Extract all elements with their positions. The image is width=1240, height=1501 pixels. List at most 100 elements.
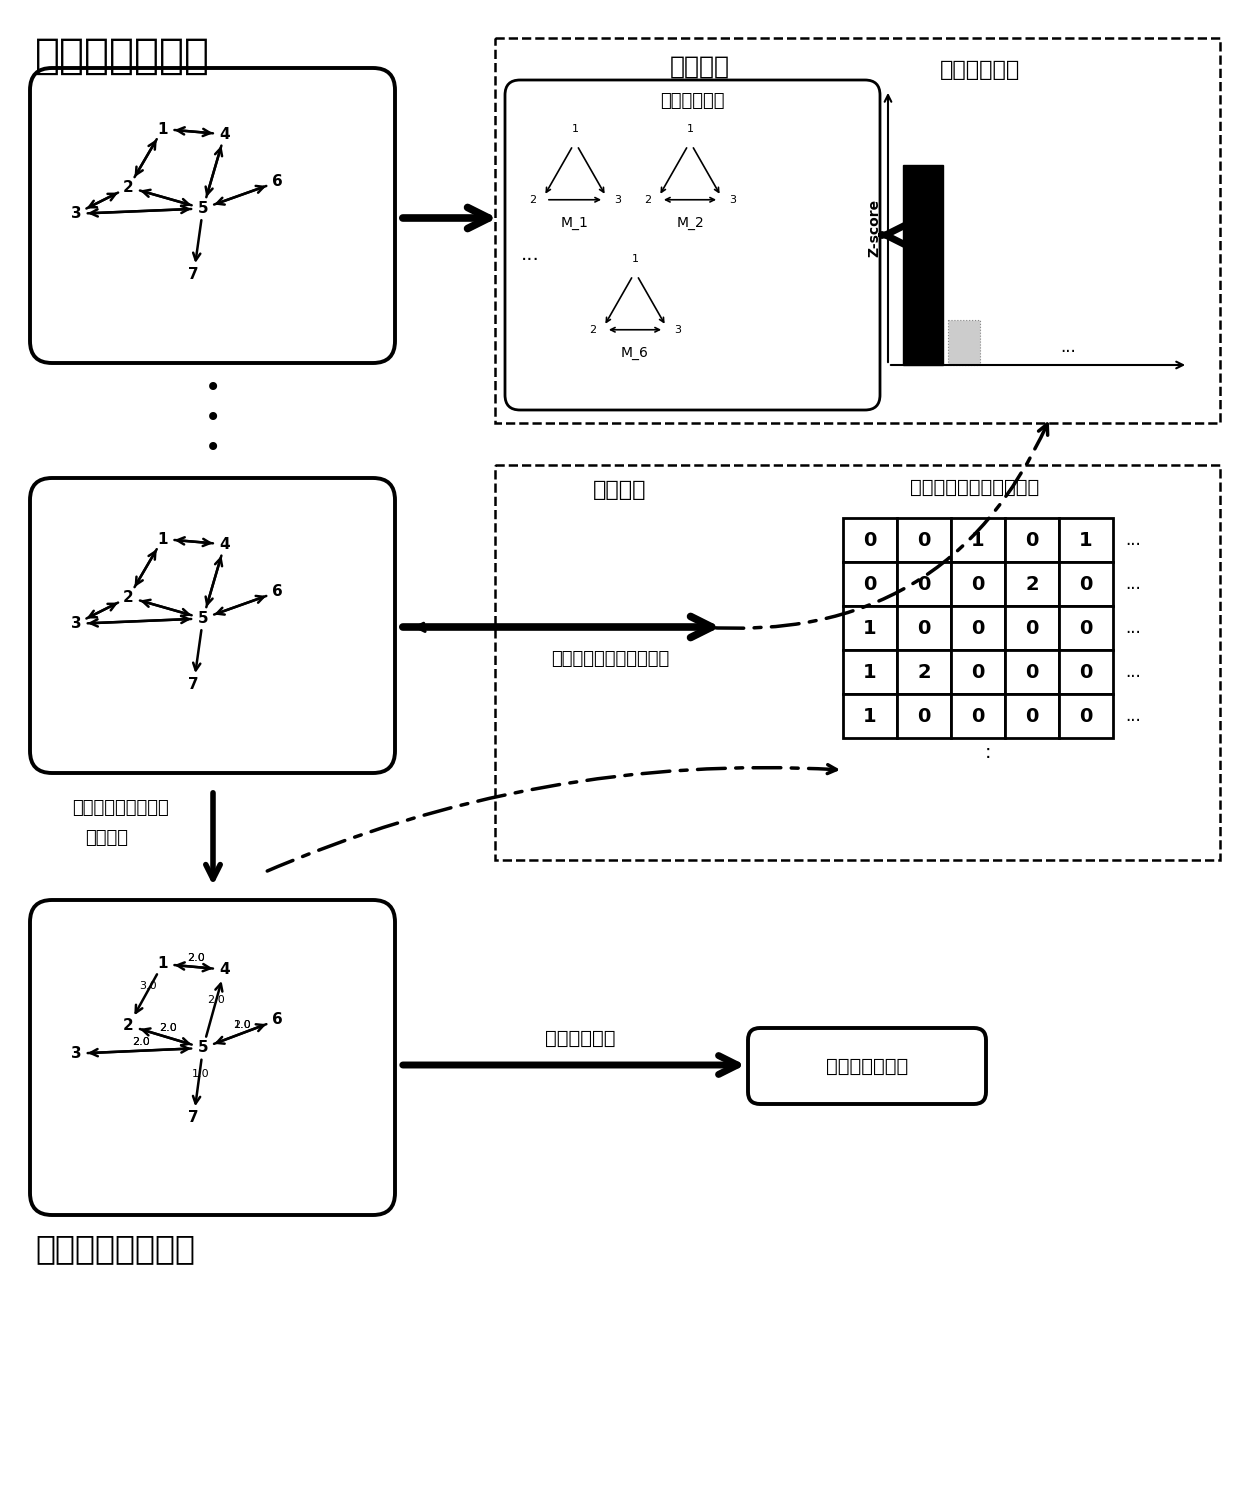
Text: 0: 0 [971, 618, 985, 638]
Text: 1: 1 [572, 125, 579, 134]
Bar [897, 606, 951, 650]
Bar [951, 606, 1004, 650]
FancyBboxPatch shape [30, 477, 396, 773]
Bar [843, 518, 897, 561]
Text: 赋权后的社会网络: 赋权后的社会网络 [35, 1232, 195, 1265]
Text: 2: 2 [589, 324, 596, 335]
Text: 4: 4 [219, 126, 229, 141]
Text: 0: 0 [1025, 707, 1039, 725]
Bar [903, 165, 942, 365]
Bar [1004, 606, 1059, 650]
Text: 0: 0 [1079, 662, 1092, 681]
Bar [843, 606, 897, 650]
Text: 2: 2 [644, 195, 651, 204]
FancyBboxPatch shape [30, 901, 396, 1214]
Text: ...: ... [1060, 338, 1076, 356]
Text: 0: 0 [918, 530, 931, 549]
Text: 0: 0 [918, 707, 931, 725]
Text: 1: 1 [1079, 530, 1092, 549]
Bar [1059, 518, 1114, 561]
Text: 网络中的模体: 网络中的模体 [660, 92, 724, 110]
Text: 2.0: 2.0 [133, 1037, 150, 1046]
Bar [897, 693, 951, 738]
Text: ...: ... [1125, 618, 1141, 636]
Text: 0: 0 [971, 662, 985, 681]
Bar [1059, 561, 1114, 606]
Text: :: : [985, 743, 991, 763]
Text: 1: 1 [687, 125, 693, 134]
Bar [1059, 650, 1114, 693]
Text: 6: 6 [272, 584, 283, 599]
Text: 2: 2 [918, 662, 931, 681]
Text: 0: 0 [1079, 618, 1092, 638]
Text: 3: 3 [71, 1046, 81, 1061]
Text: ...: ... [1125, 531, 1141, 549]
Text: •: • [205, 404, 221, 432]
Bar [1004, 693, 1059, 738]
Text: 边中介中心度: 边中介中心度 [544, 1030, 615, 1048]
Text: 1: 1 [971, 530, 985, 549]
Bar [1004, 561, 1059, 606]
Text: 4: 4 [219, 962, 229, 977]
Bar [1059, 693, 1114, 738]
Text: 3.0: 3.0 [139, 980, 156, 991]
Text: 2: 2 [123, 180, 134, 195]
Text: 4: 4 [219, 537, 229, 552]
Bar [843, 693, 897, 738]
Text: 5: 5 [197, 201, 208, 216]
Text: 0: 0 [863, 575, 877, 593]
Text: ...: ... [1125, 663, 1141, 681]
Text: 5: 5 [197, 611, 208, 626]
Text: 0: 0 [1025, 618, 1039, 638]
Text: 3: 3 [614, 195, 621, 204]
Text: 2: 2 [123, 1018, 134, 1033]
Text: 3: 3 [729, 195, 737, 204]
Bar [949, 320, 980, 365]
Text: Z-score: Z-score [867, 198, 880, 257]
Bar [897, 518, 951, 561]
Text: M_6: M_6 [621, 345, 649, 360]
Text: 2.0: 2.0 [187, 953, 205, 962]
Text: 3: 3 [71, 206, 81, 221]
Text: 0: 0 [918, 618, 931, 638]
Text: ...: ... [1125, 707, 1141, 725]
Text: 1: 1 [157, 531, 167, 546]
Text: 1.0: 1.0 [191, 1069, 210, 1079]
Bar [495, 38, 1220, 423]
Text: 0: 0 [1079, 707, 1092, 725]
Bar [495, 465, 1220, 860]
Bar [897, 650, 951, 693]
Text: 0: 0 [971, 575, 985, 593]
Text: 1: 1 [631, 254, 639, 264]
Bar [1004, 518, 1059, 561]
Text: 0: 0 [918, 575, 931, 593]
Text: 1.0: 1.0 [233, 1021, 250, 1030]
Text: 2: 2 [529, 195, 536, 204]
Text: 基于目标模体的邻接矩阵: 基于目标模体的邻接矩阵 [910, 477, 1039, 497]
Bar [843, 561, 897, 606]
Text: 1: 1 [863, 707, 877, 725]
Text: 1: 1 [863, 662, 877, 681]
Text: 2: 2 [123, 590, 134, 605]
Text: 矩阵计算: 矩阵计算 [593, 480, 647, 500]
FancyBboxPatch shape [505, 80, 880, 410]
Text: 模体数据统计: 模体数据统计 [940, 60, 1021, 80]
Text: 1: 1 [157, 122, 167, 137]
Text: 6: 6 [272, 174, 283, 189]
Bar [1059, 606, 1114, 650]
Text: 1: 1 [863, 618, 877, 638]
Text: 连边的免疫顺序: 连边的免疫顺序 [826, 1057, 908, 1076]
Text: 连边赋值: 连边赋值 [86, 829, 128, 847]
Text: 输入的社会网络: 输入的社会网络 [35, 35, 210, 77]
Text: 基于模体邻接矩阵的: 基于模体邻接矩阵的 [72, 799, 169, 817]
Text: 6: 6 [272, 1013, 283, 1028]
Text: 0: 0 [1079, 575, 1092, 593]
Text: 0: 0 [863, 530, 877, 549]
Bar [897, 561, 951, 606]
Text: 7: 7 [188, 1111, 198, 1126]
Text: 模体挖掘: 模体挖掘 [670, 56, 730, 80]
Text: •: • [205, 434, 221, 462]
Bar [951, 561, 1004, 606]
FancyBboxPatch shape [748, 1028, 986, 1105]
Bar [951, 650, 1004, 693]
